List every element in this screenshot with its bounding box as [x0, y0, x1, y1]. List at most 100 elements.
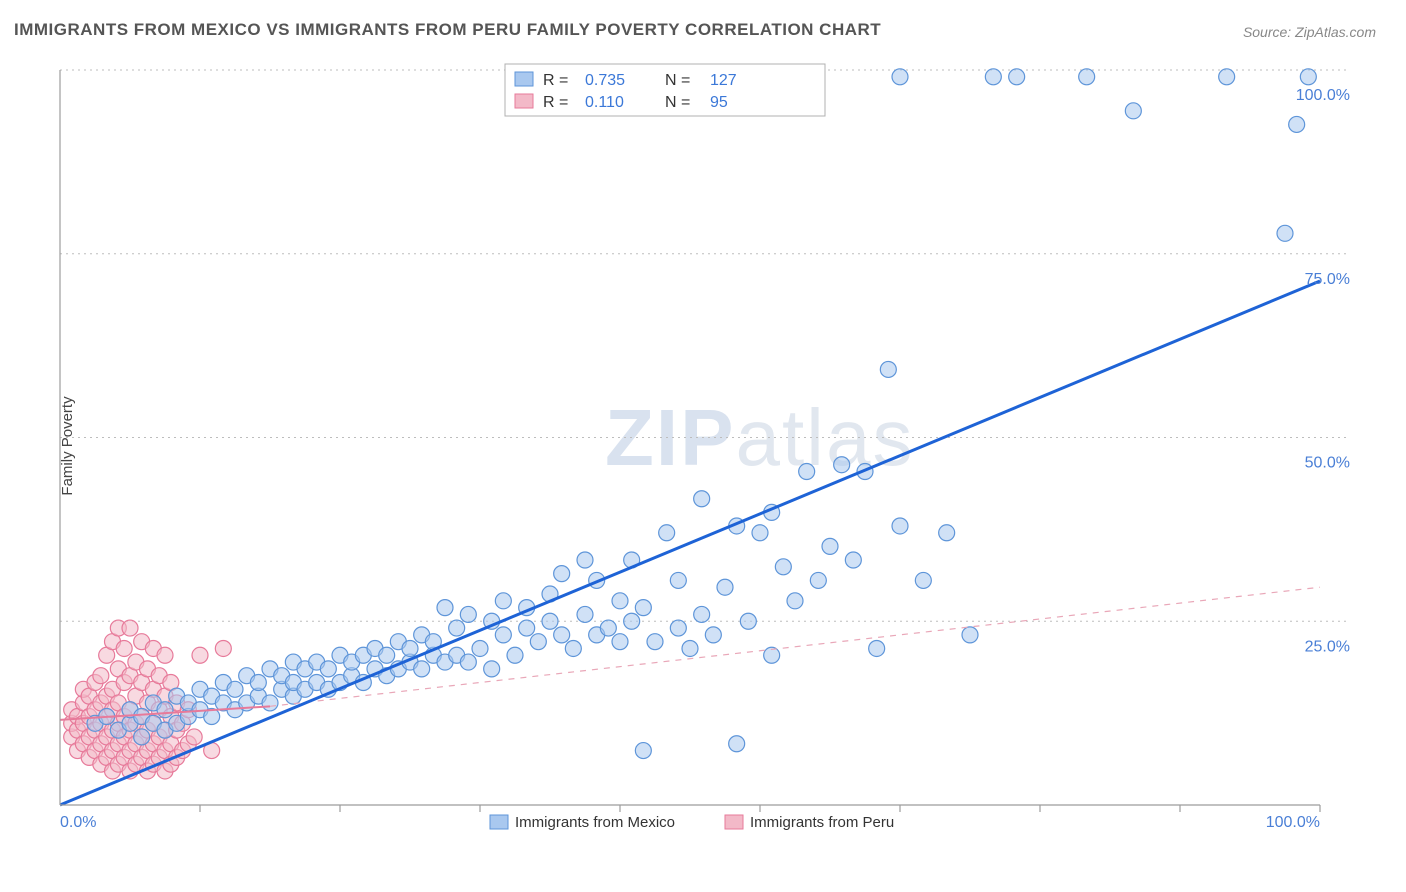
data-point: [519, 620, 535, 636]
data-point: [1300, 69, 1316, 85]
data-point: [985, 69, 1001, 85]
legend-r-value-peru: 0.110: [585, 94, 624, 111]
data-point: [775, 559, 791, 575]
data-point: [635, 600, 651, 616]
data-point: [682, 640, 698, 656]
legend-swatch-blue-icon: [490, 815, 508, 829]
data-point: [250, 675, 266, 691]
data-point: [577, 552, 593, 568]
gridlines: [60, 70, 1350, 621]
data-point: [157, 647, 173, 663]
x-axis-start-label: 0.0%: [60, 814, 96, 831]
data-point: [554, 627, 570, 643]
data-point: [530, 634, 546, 650]
legend-n-label: N =: [665, 72, 690, 89]
data-point: [647, 634, 663, 650]
data-point: [1277, 225, 1293, 241]
data-point: [460, 654, 476, 670]
data-point: [729, 736, 745, 752]
y-tick-label: 75.0%: [1305, 271, 1350, 288]
source-attribution: Source: ZipAtlas.com: [1243, 24, 1376, 40]
data-point: [670, 572, 686, 588]
data-point: [635, 743, 651, 759]
data-point: [892, 69, 908, 85]
data-point: [192, 647, 208, 663]
data-point: [822, 538, 838, 554]
y-tick-labels: 25.0% 50.0% 75.0% 100.0%: [1296, 87, 1350, 655]
data-point: [892, 518, 908, 534]
data-point: [262, 695, 278, 711]
data-point: [1219, 69, 1235, 85]
data-point: [122, 620, 138, 636]
y-tick-label: 50.0%: [1305, 455, 1350, 472]
data-point: [215, 640, 231, 656]
data-point: [624, 613, 640, 629]
data-point: [612, 634, 628, 650]
data-point: [694, 491, 710, 507]
data-point: [880, 361, 896, 377]
legend-label-peru: Immigrants from Peru: [750, 814, 894, 831]
data-point: [869, 640, 885, 656]
y-tick-label: 25.0%: [1305, 638, 1350, 655]
data-point: [472, 640, 488, 656]
data-point: [554, 566, 570, 582]
data-point: [379, 647, 395, 663]
y-tick-label: 100.0%: [1296, 87, 1350, 104]
data-point: [507, 647, 523, 663]
data-point: [694, 606, 710, 622]
trend-lines: [60, 281, 1320, 805]
data-point: [437, 600, 453, 616]
legend-r-label: R =: [543, 72, 568, 89]
chart-title: IMMIGRANTS FROM MEXICO VS IMMIGRANTS FRO…: [14, 20, 881, 40]
data-point: [93, 668, 109, 684]
data-point: [1125, 103, 1141, 119]
data-point: [705, 627, 721, 643]
data-point: [787, 593, 803, 609]
data-point: [402, 640, 418, 656]
data-point: [116, 640, 132, 656]
data-point: [962, 627, 978, 643]
scatter-plot: ZIPatlas 25.0%50.0%75.0%100.0% 0.0% 100.…: [45, 60, 1375, 830]
plot-svg: ZIPatlas 25.0%50.0%75.0%100.0% 0.0% 100.…: [45, 60, 1375, 830]
data-point: [227, 681, 243, 697]
data-point: [939, 525, 955, 541]
legend-swatch-pink-icon: [515, 94, 533, 108]
data-point: [449, 620, 465, 636]
data-point: [134, 729, 150, 745]
legend-r-value-mexico: 0.735: [585, 72, 625, 89]
data-point: [810, 572, 826, 588]
data-point: [717, 579, 733, 595]
legend-swatch-pink-icon: [725, 815, 743, 829]
x-axis-end-label: 100.0%: [1266, 814, 1320, 831]
trendline-mexico: [60, 281, 1320, 805]
legend-r-label: R =: [543, 94, 568, 111]
legend-swatch-blue-icon: [515, 72, 533, 86]
data-point: [484, 661, 500, 677]
data-point: [1009, 69, 1025, 85]
correlation-legend: R = 0.735 N = 127 R = 0.110 N = 95: [505, 64, 825, 116]
data-point: [1289, 116, 1305, 132]
x-ticks: [200, 805, 1320, 812]
legend-n-label: N =: [665, 94, 690, 111]
data-point: [740, 613, 756, 629]
data-point: [612, 593, 628, 609]
data-point: [915, 572, 931, 588]
legend-label-mexico: Immigrants from Mexico: [515, 814, 675, 831]
series-legend: Immigrants from Mexico Immigrants from P…: [490, 814, 894, 831]
data-point: [799, 464, 815, 480]
data-point: [565, 640, 581, 656]
data-point: [414, 661, 430, 677]
data-point: [186, 729, 202, 745]
data-point: [320, 661, 336, 677]
data-point: [659, 525, 675, 541]
data-point: [157, 702, 173, 718]
legend-n-value-peru: 95: [710, 94, 728, 111]
data-point: [460, 606, 476, 622]
data-point: [670, 620, 686, 636]
data-point: [845, 552, 861, 568]
data-point: [834, 457, 850, 473]
data-point: [542, 613, 558, 629]
data-point: [1079, 69, 1095, 85]
data-point: [495, 593, 511, 609]
data-point: [495, 627, 511, 643]
